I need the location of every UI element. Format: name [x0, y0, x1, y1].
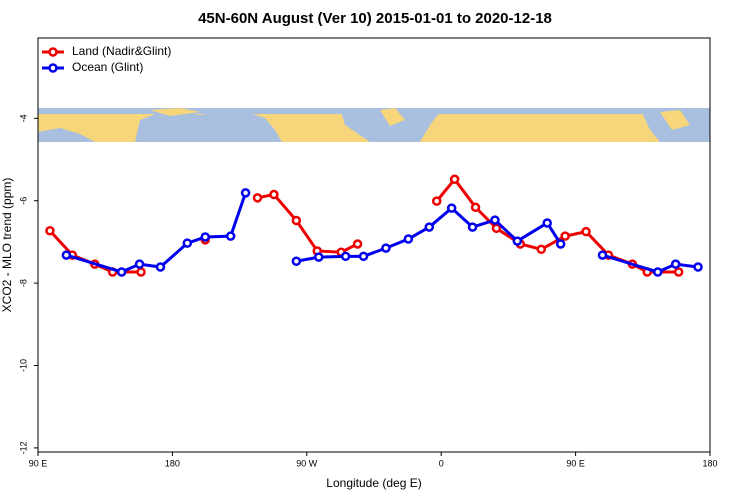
- point: [512, 236, 523, 246]
- point: [652, 267, 663, 277]
- point: [136, 267, 146, 277]
- point: [381, 243, 391, 253]
- point: [491, 223, 502, 234]
- point: [431, 196, 442, 206]
- point: [693, 262, 703, 272]
- point: [313, 252, 324, 262]
- point: [670, 259, 681, 269]
- plot-frame: [37, 37, 711, 453]
- point: [470, 202, 481, 213]
- y-tick-label: -6: [18, 197, 28, 205]
- point: [403, 234, 414, 244]
- point: [581, 226, 591, 237]
- x-tick-label: 0: [439, 458, 444, 468]
- point: [45, 226, 55, 236]
- point: [449, 174, 460, 185]
- x-axis-label: Longitude (deg E): [326, 476, 421, 490]
- y-tick-label: -8: [18, 279, 28, 287]
- legend-label: Land (Nadir&Glint): [72, 44, 171, 58]
- chart-title: 45N-60N August (Ver 10) 2015-01-01 to 20…: [198, 10, 552, 27]
- x-tick-label: 90 E: [566, 458, 585, 468]
- point: [200, 232, 211, 242]
- series-line: [65, 192, 699, 274]
- legend-marker: [48, 47, 58, 57]
- x-tick-label: 90 W: [296, 458, 318, 468]
- point: [536, 244, 547, 255]
- point: [61, 250, 72, 260]
- point: [597, 250, 608, 260]
- x-tick-label: 90 E: [29, 458, 48, 468]
- point: [182, 238, 193, 248]
- legend-marker: [48, 63, 58, 73]
- y-tick-label: -10: [18, 359, 28, 372]
- legend-label: Ocean (Glint): [72, 60, 143, 74]
- point: [490, 215, 500, 225]
- map-band: [38, 108, 710, 142]
- point: [424, 222, 435, 232]
- point: [673, 267, 684, 277]
- point: [446, 203, 457, 213]
- map-land: [150, 108, 200, 116]
- map-ocean: [135, 110, 282, 142]
- point: [155, 262, 166, 272]
- point: [358, 251, 369, 262]
- point: [225, 231, 236, 241]
- x-tick-label: 180: [165, 458, 180, 468]
- point: [252, 193, 263, 203]
- point: [116, 267, 127, 277]
- x-tick-label: 180: [702, 458, 717, 468]
- point: [467, 222, 478, 232]
- point: [240, 188, 251, 198]
- y-axis-label: XCO2 - MLO trend (ppm): [0, 178, 14, 313]
- point: [560, 231, 570, 241]
- point: [542, 218, 552, 228]
- point: [352, 239, 363, 249]
- map-ocean: [38, 128, 95, 142]
- point: [134, 259, 145, 269]
- map-land: [380, 108, 405, 126]
- y-tick-label: -12: [18, 441, 28, 454]
- point: [291, 215, 302, 226]
- point: [340, 251, 351, 262]
- y-tick-label: -4: [18, 114, 28, 122]
- point: [269, 189, 279, 200]
- map-land: [660, 110, 690, 130]
- point: [555, 239, 566, 249]
- point: [291, 256, 302, 267]
